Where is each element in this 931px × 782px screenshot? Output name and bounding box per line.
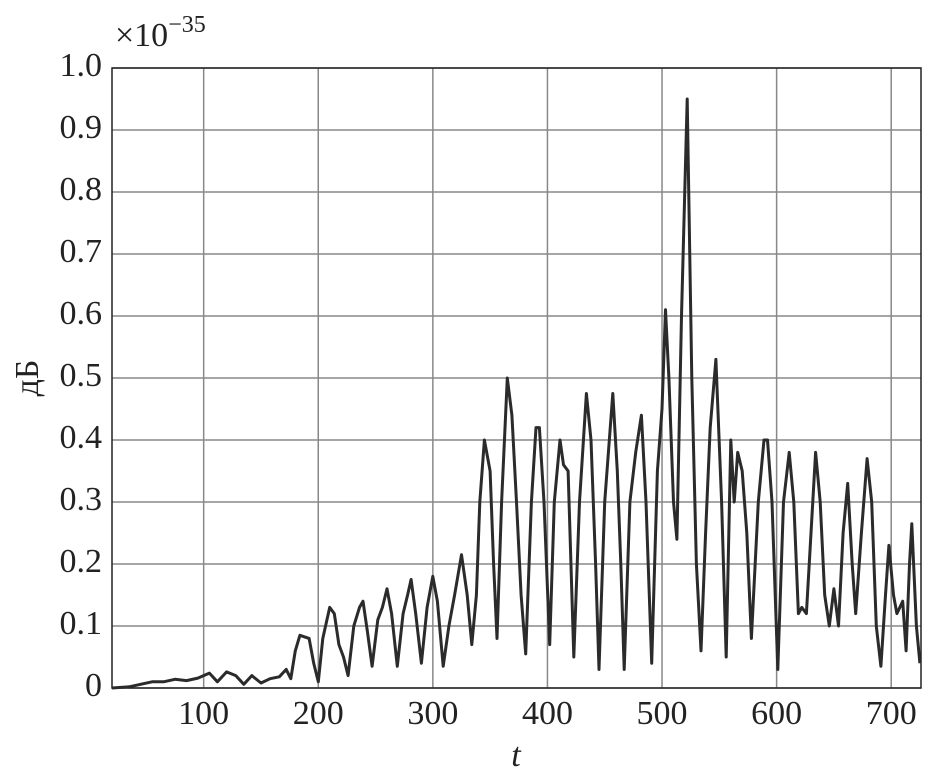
- data-line: [111, 97, 922, 690]
- x-tick-label: 600: [751, 695, 802, 732]
- multiplier-base: ×10: [115, 17, 168, 54]
- y-tick-label: 0.6: [60, 295, 103, 332]
- x-tick-label: 200: [293, 695, 344, 732]
- x-tick-label: 400: [522, 695, 573, 732]
- plot-frame: [111, 67, 922, 689]
- y-tick-label: 0.8: [60, 171, 103, 208]
- y-tick-label: 1.0: [60, 47, 103, 84]
- y-tick-label: 0.1: [60, 605, 103, 642]
- x-tick-label: 700: [866, 695, 917, 732]
- y-tick-label: 0.9: [60, 109, 103, 146]
- x-tick-label: 500: [637, 695, 688, 732]
- x-axis-label: t: [511, 737, 522, 774]
- y-tick-label: 0.7: [60, 233, 103, 270]
- y-tick-label: 0.2: [60, 543, 103, 580]
- y-tick-label: 0.4: [60, 419, 103, 456]
- y-tick-label: 0.5: [60, 357, 103, 394]
- x-tick-label: 300: [407, 695, 458, 732]
- y-tick-label: 0: [85, 667, 102, 704]
- multiplier-exponent: −35: [168, 12, 206, 38]
- y-tick-label: 0.3: [60, 481, 103, 518]
- y-multiplier: ×10−35: [115, 12, 206, 54]
- y-axis-label: дБ: [9, 360, 46, 397]
- x-tick-label: 100: [178, 695, 229, 732]
